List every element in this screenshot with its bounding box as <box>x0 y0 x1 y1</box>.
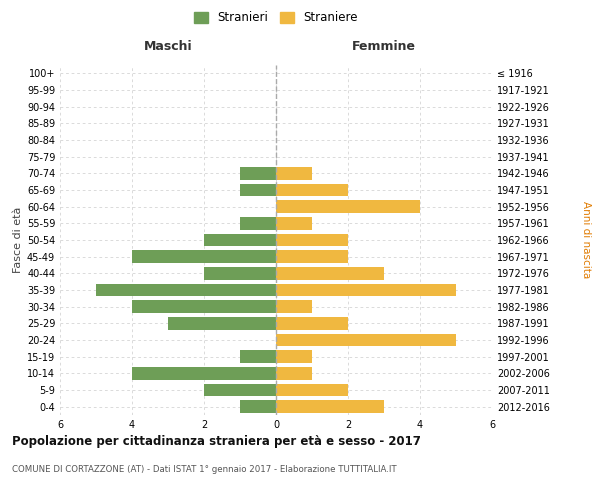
Bar <box>240 184 276 196</box>
Bar <box>276 334 456 346</box>
Bar <box>276 200 420 213</box>
Bar <box>132 367 276 380</box>
Bar <box>240 400 276 413</box>
Bar <box>276 234 348 246</box>
Y-axis label: Fasce di età: Fasce di età <box>13 207 23 273</box>
Bar <box>276 400 384 413</box>
Text: Anni di nascita: Anni di nascita <box>581 202 591 278</box>
Text: Femmine: Femmine <box>352 40 416 52</box>
Bar <box>204 234 276 246</box>
Bar <box>168 317 276 330</box>
Text: Popolazione per cittadinanza straniera per età e sesso - 2017: Popolazione per cittadinanza straniera p… <box>12 435 421 448</box>
Bar <box>276 267 384 280</box>
Bar <box>276 384 348 396</box>
Bar <box>276 350 312 363</box>
Bar <box>276 317 348 330</box>
Bar <box>132 250 276 263</box>
Bar <box>204 384 276 396</box>
Bar <box>276 284 456 296</box>
Bar <box>276 300 312 313</box>
Text: COMUNE DI CORTAZZONE (AT) - Dati ISTAT 1° gennaio 2017 - Elaborazione TUTTITALIA: COMUNE DI CORTAZZONE (AT) - Dati ISTAT 1… <box>12 465 397 474</box>
Bar <box>96 284 276 296</box>
Bar <box>276 250 348 263</box>
Legend: Stranieri, Straniere: Stranieri, Straniere <box>190 8 362 28</box>
Bar <box>276 167 312 179</box>
Bar <box>132 300 276 313</box>
Bar <box>204 267 276 280</box>
Bar <box>276 367 312 380</box>
Bar <box>240 217 276 230</box>
Bar <box>240 167 276 179</box>
Bar <box>240 350 276 363</box>
Text: Maschi: Maschi <box>143 40 193 52</box>
Bar <box>276 184 348 196</box>
Bar <box>276 217 312 230</box>
